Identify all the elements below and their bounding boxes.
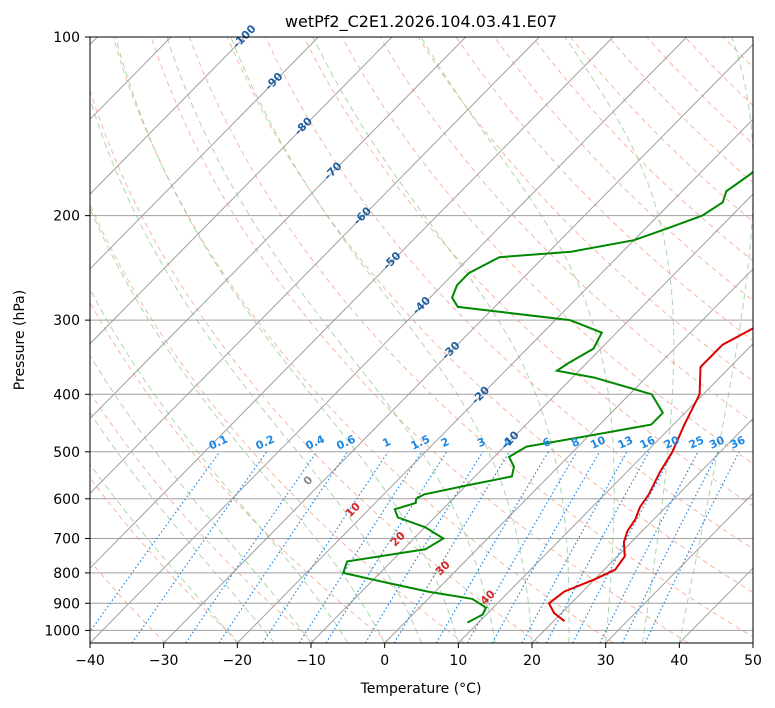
mixing-ratio-line xyxy=(521,451,628,643)
temperature-curve xyxy=(547,327,753,622)
y-tick-label: 1000 xyxy=(44,623,80,639)
y-tick-label: 600 xyxy=(53,492,80,508)
mixing-ratio-line xyxy=(325,451,448,643)
isotherm-line xyxy=(90,37,393,345)
x-tick-label: 30 xyxy=(597,653,615,669)
isotherm-line xyxy=(531,417,753,643)
isotherm-line xyxy=(90,37,246,195)
isotherm-line xyxy=(90,37,319,270)
x-tick-label: −30 xyxy=(149,653,179,669)
mixing-ratio-label: 36 xyxy=(728,433,748,451)
mixing-ratio-line xyxy=(621,451,719,643)
mixing-ratio-label: 16 xyxy=(638,433,658,451)
moist-adiabat xyxy=(90,463,238,643)
moist-adiabat xyxy=(420,37,615,643)
mixing-ratio-line xyxy=(218,451,348,643)
curve-layer xyxy=(341,170,753,624)
mixing-ratio-label: 25 xyxy=(687,433,706,451)
moist-adiabat xyxy=(564,37,675,643)
moist-adiabat xyxy=(678,37,753,643)
isotherm-line xyxy=(163,43,753,643)
x-tick-label: 20 xyxy=(523,653,541,669)
dry-adiabat xyxy=(493,37,753,302)
mixing-ratio-line xyxy=(545,451,650,643)
y-tick-label: 100 xyxy=(53,30,80,46)
plot-frame xyxy=(89,36,754,644)
dry-adiabat xyxy=(379,37,753,423)
isotherm-line xyxy=(90,37,688,643)
mixing-ratio-line xyxy=(644,451,740,643)
dry-adiabat xyxy=(90,477,241,643)
isotherm-line xyxy=(90,37,467,420)
y-tick-label: 700 xyxy=(53,532,80,548)
mixing-ratio-line xyxy=(262,451,389,643)
mixing-ratio-label: 13 xyxy=(616,433,635,451)
mixing-ratio-line xyxy=(298,451,423,643)
y-tick-label: 900 xyxy=(53,596,80,612)
x-tick-label: −20 xyxy=(223,653,253,669)
isotherm-line xyxy=(457,343,753,643)
y-axis-label: Pressure (hPa) xyxy=(12,290,28,390)
moist-adiabat xyxy=(166,37,496,643)
moist-adiabat xyxy=(90,97,422,643)
x-tick-label: 50 xyxy=(744,653,762,669)
mixing-ratio-line xyxy=(90,451,221,633)
mixing-ratio-label: 20 xyxy=(662,433,682,451)
y-tick-label: 500 xyxy=(53,445,80,461)
moist-adiabat xyxy=(230,37,533,643)
isotherm-line xyxy=(90,37,614,569)
x-tick-label: 10 xyxy=(449,653,467,669)
y-tick-label: 800 xyxy=(53,566,80,582)
x-tick-label: 40 xyxy=(670,653,688,669)
moist-adiabat xyxy=(115,37,459,643)
dry-adiabat xyxy=(227,37,753,594)
dry-adiabat xyxy=(417,37,753,382)
x-tick-label: 0 xyxy=(380,653,389,669)
dry-adiabat xyxy=(265,37,753,550)
dry-adiabat xyxy=(90,88,540,643)
mixing-ratio-line xyxy=(491,451,601,643)
x-tick-label: −40 xyxy=(75,653,105,669)
plot-background xyxy=(90,37,753,643)
y-tick-label: 200 xyxy=(53,209,80,225)
isotherm-line xyxy=(90,37,540,495)
isotherm-line xyxy=(605,492,753,643)
mixing-ratio-line xyxy=(131,451,268,643)
mixing-ratio-line xyxy=(393,451,510,643)
axis-layer: −40 −30 −20 −10 0 10 20 30 40 50 100 200 300 400 500 60… xyxy=(44,30,762,669)
dry-adiabat xyxy=(90,391,316,643)
chart-title: wetPf2_C2E1.2026.104.03.41.E07 xyxy=(285,12,557,32)
y-tick-label: 400 xyxy=(53,387,80,403)
grid-layer xyxy=(90,37,775,643)
mixing-ratio-line xyxy=(364,451,484,643)
x-tick-label: −10 xyxy=(296,653,326,669)
moist-adiabat xyxy=(312,37,570,643)
dewpoint-curve xyxy=(341,170,753,624)
isotherm-line xyxy=(752,642,753,643)
x-axis-label: Temperature (°C) xyxy=(360,681,482,697)
dry-adiabat xyxy=(90,301,390,643)
mixing-ratio-label: 30 xyxy=(707,433,727,451)
mixing-ratio-line xyxy=(185,451,318,643)
y-tick-label: 300 xyxy=(53,313,80,329)
dry-adiabat xyxy=(761,37,775,643)
isotherm-line xyxy=(236,118,753,643)
isotherm-line xyxy=(384,268,753,643)
dry-adiabat xyxy=(90,203,465,643)
dry-adiabat xyxy=(90,560,166,643)
dry-adiabat xyxy=(150,37,689,643)
mixing-ratio-label: 10 xyxy=(588,433,608,451)
isotherm-line xyxy=(310,193,753,643)
moist-adiabat xyxy=(90,207,386,643)
